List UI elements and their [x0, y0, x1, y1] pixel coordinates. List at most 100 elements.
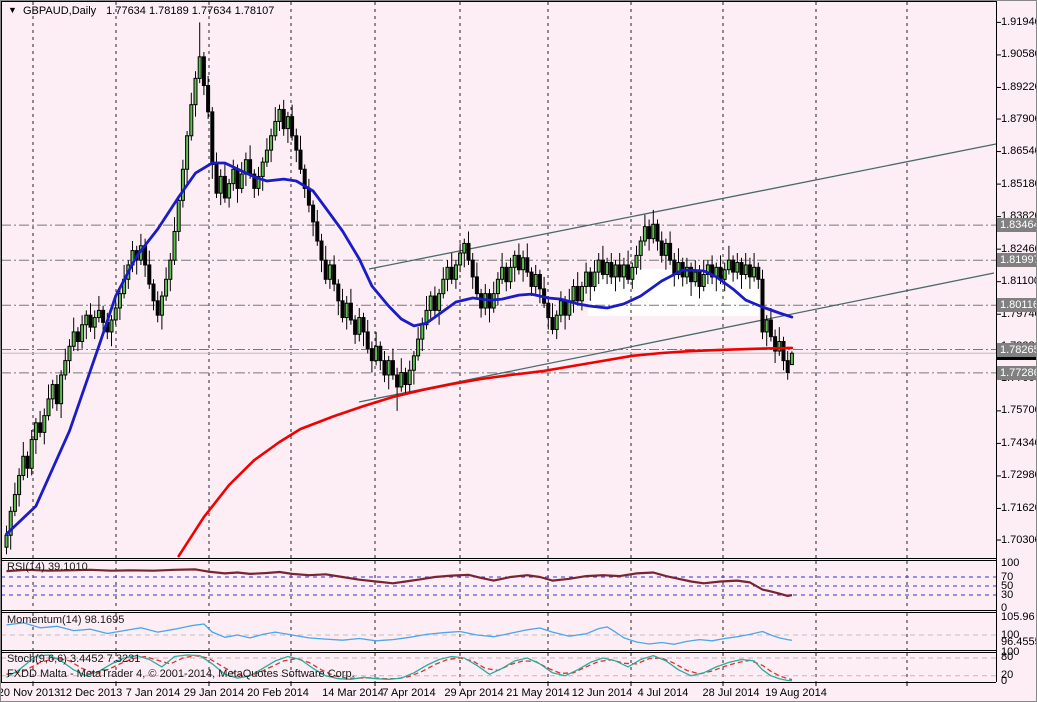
candle-body — [222, 175, 227, 199]
candle-body — [277, 108, 282, 122]
candle-body — [554, 314, 559, 331]
fast-ma-blue-line — [5, 161, 794, 536]
candle-body — [752, 266, 757, 278]
candle-body — [445, 266, 450, 280]
price-axis-label: 1.75700 — [1001, 404, 1037, 417]
candle-body — [189, 104, 194, 137]
price-axis-label: 1.91940 — [1001, 15, 1037, 28]
candle-body — [525, 257, 530, 273]
candle-body — [21, 455, 26, 476]
candle-body — [63, 360, 68, 376]
candle-body — [315, 221, 320, 242]
momentum-scale-label: 105.96 — [1001, 611, 1035, 624]
symbol-dropdown-icon[interactable]: ▼ — [8, 5, 17, 15]
candle-body — [151, 283, 156, 302]
sr-price-label: 1.78265 — [997, 342, 1036, 357]
candle-body — [785, 360, 790, 374]
candle-body — [416, 338, 421, 357]
candle-body — [92, 317, 97, 328]
candle-body — [332, 264, 337, 285]
candle-body — [575, 285, 580, 302]
candle-body — [420, 324, 425, 340]
candle-body — [239, 173, 244, 189]
candle-body — [768, 319, 773, 338]
candle-body — [235, 168, 240, 189]
candle-body — [605, 262, 610, 276]
candle-body — [437, 293, 442, 311]
candle-body — [647, 226, 652, 240]
candle-body — [357, 317, 362, 335]
candle-body — [311, 204, 316, 223]
lower-channel-trendline — [358, 272, 995, 403]
candle-body — [353, 319, 358, 335]
candle-body — [298, 149, 303, 170]
candle-body — [710, 264, 715, 278]
candle-body — [38, 422, 43, 433]
candle-body — [689, 266, 694, 283]
candle-body — [42, 415, 47, 433]
stochastic-main-line — [6, 654, 792, 682]
candle-body — [500, 266, 505, 280]
date-label: 7 Apr 2014 — [382, 687, 436, 699]
candle-body — [722, 269, 727, 280]
date-label: 21 May 2014 — [506, 687, 570, 699]
candle-body — [96, 309, 101, 319]
candle-body — [50, 384, 55, 400]
candle-body — [424, 309, 429, 326]
candle-body — [193, 77, 198, 106]
candle-body — [651, 223, 656, 240]
candle-body — [470, 259, 475, 278]
candle-body — [168, 259, 173, 280]
candle-body — [323, 259, 328, 280]
candle-body — [579, 285, 584, 302]
candle-body — [693, 271, 698, 283]
price-axis-label: 1.72980 — [1001, 469, 1037, 482]
candle-body — [705, 264, 710, 276]
candle-body — [596, 259, 601, 273]
chart-title: GBPAUD,Daily 1.77634 1.78189 1.77634 1.78… — [23, 5, 274, 17]
date-label: 19 Aug 2014 — [765, 687, 827, 699]
candle-body — [613, 264, 618, 278]
price-axis-label: 1.71620 — [1001, 501, 1037, 514]
stochastic-signal-line — [6, 654, 793, 681]
candle-body — [621, 264, 626, 278]
candle-body — [185, 135, 190, 170]
price-axis-label: 1.90580 — [1001, 48, 1037, 61]
date-label: 12 Jun 2014 — [571, 687, 633, 699]
stochastic-scale-label: 80 — [1001, 651, 1014, 664]
rsi-scale-label: 50 — [1001, 579, 1014, 592]
candle-body — [210, 111, 215, 165]
price-axis-label: 1.82460 — [1001, 242, 1037, 255]
candle-body — [701, 274, 706, 287]
date-label: 28 Jul 2014 — [702, 687, 760, 699]
candle-body — [17, 474, 22, 496]
candle-body — [449, 266, 454, 280]
candle-body — [395, 374, 400, 388]
stochastic-scale-label: 20 — [1001, 669, 1014, 682]
candle-body — [743, 264, 748, 276]
candle-body — [642, 226, 647, 242]
candle-body — [407, 369, 412, 386]
price-axis-label: 1.86540 — [1001, 145, 1037, 158]
candle-body — [336, 283, 341, 302]
candle-body — [46, 398, 51, 417]
date-label: 12 Dec 2013 — [59, 687, 123, 699]
candle-body — [516, 254, 521, 271]
candle-body — [726, 259, 731, 271]
candle-body — [638, 240, 643, 256]
candle-body — [584, 271, 589, 287]
sr-price-label: 1.81997 — [997, 253, 1036, 268]
candle-body — [201, 56, 206, 87]
candle-body — [558, 300, 563, 316]
rsi-indicator-label: RSI(14) 39.1010 — [7, 561, 88, 573]
candle-body — [319, 240, 324, 261]
candle-body — [382, 360, 387, 376]
candle-body — [617, 264, 622, 278]
date-label: 7 Jan 2014 — [125, 687, 181, 699]
stochastic-indicator-label: Stoch(9,6,6) 3.4452 7.3231 — [7, 653, 141, 665]
candle-body — [361, 317, 366, 333]
candle-body — [495, 278, 500, 295]
candle-body — [12, 494, 17, 512]
candle-body — [101, 309, 106, 323]
